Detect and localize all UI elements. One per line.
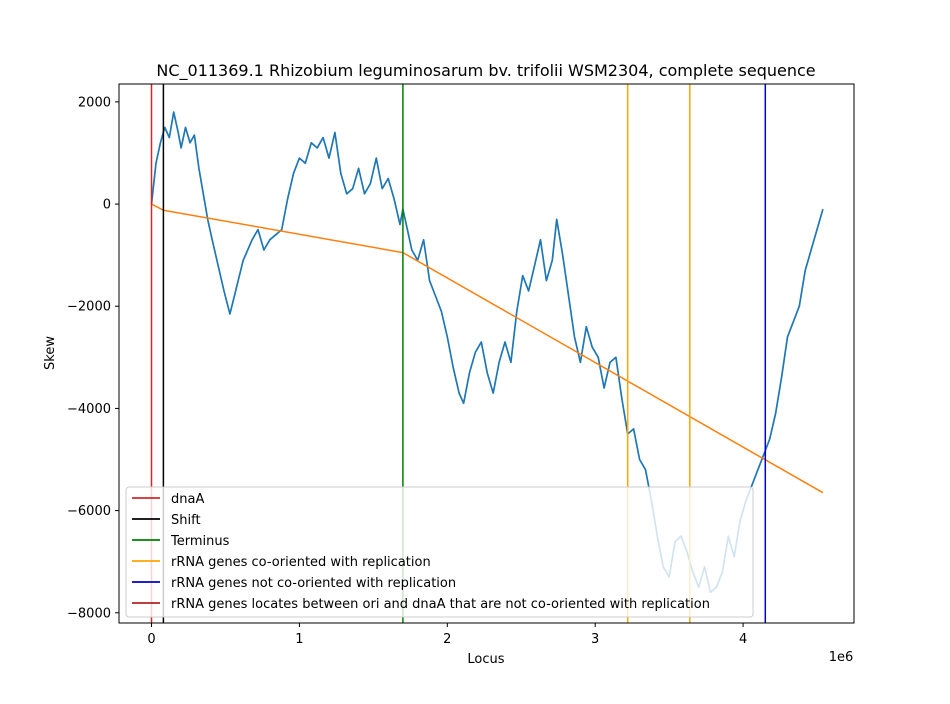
y-tick-label: 2000 xyxy=(78,95,111,110)
x-tick-label: 3 xyxy=(591,632,599,647)
x-tick-label: 1 xyxy=(295,632,303,647)
legend-label: rRNA genes locates between ori and dnaA … xyxy=(171,597,710,612)
y-axis: 2000 0 −2000 −4000 −6000 −8000 xyxy=(67,95,119,621)
plot-frame xyxy=(118,83,855,624)
legend-label: rRNA genes co-oriented with replication xyxy=(171,555,431,570)
legend-label: Shift xyxy=(171,513,201,528)
y-tick-label: −2000 xyxy=(67,300,111,315)
y-tick-label: −6000 xyxy=(67,504,111,519)
x-axis: 0 1 2 3 4 xyxy=(147,623,747,647)
y-tick-label: −8000 xyxy=(67,606,111,621)
legend-label: dnaA xyxy=(171,492,204,507)
series-line-trend xyxy=(151,203,824,494)
y-tick-label: −4000 xyxy=(67,402,111,417)
y-tick-label: 0 xyxy=(103,198,111,213)
legend-label: Terminus xyxy=(170,534,230,549)
chart-title: NC_011369.1 Rhizobium leguminosarum bv. … xyxy=(156,61,815,81)
x-axis-label: Locus xyxy=(467,652,504,667)
legend-label: rRNA genes not co-oriented with replicat… xyxy=(171,576,456,591)
legend-box xyxy=(125,486,754,618)
x-axis-offset-label: 1e6 xyxy=(829,650,854,665)
x-tick-label: 4 xyxy=(739,632,747,647)
y-axis-label: Skew xyxy=(43,336,58,370)
x-tick-label: 2 xyxy=(443,632,451,647)
x-tick-label: 0 xyxy=(147,632,155,647)
legend: dnaA Shift Terminus rRNA genes co-oriented … xyxy=(125,486,754,618)
